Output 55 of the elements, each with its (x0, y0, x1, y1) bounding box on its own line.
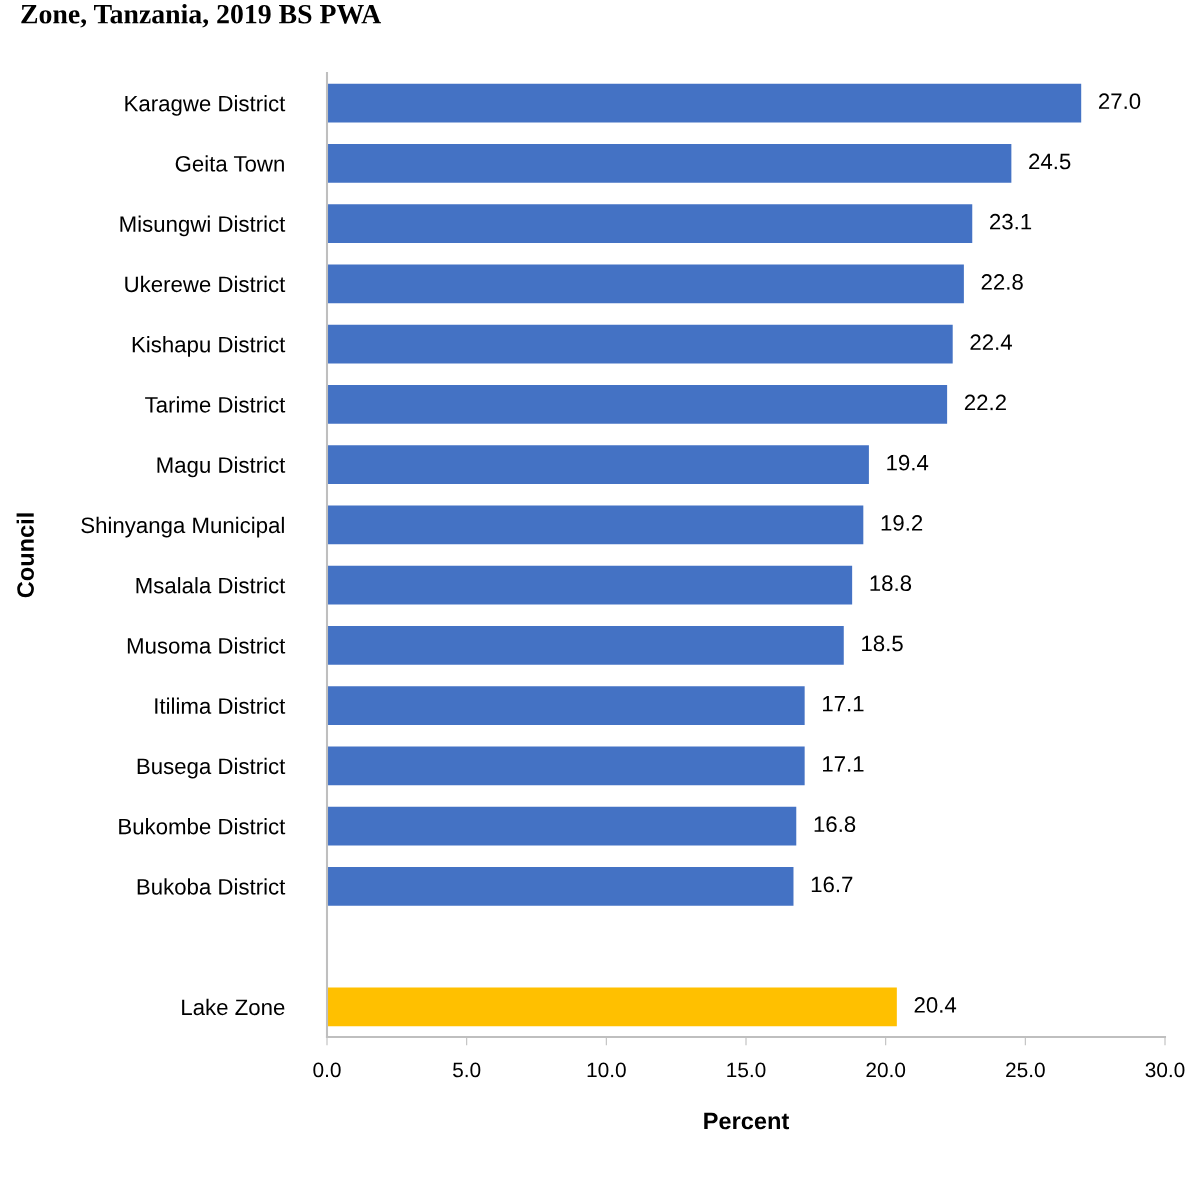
chart-title: Zone, Tanzania, 2019 BS PWA (21, 4, 382, 28)
bar (327, 867, 794, 906)
x-tick-label: 0.0 (313, 1062, 341, 1078)
bar (327, 264, 964, 304)
y-tick-label: Geita Town (175, 155, 284, 172)
data-label: 22.4 (970, 334, 1012, 350)
bar (327, 987, 897, 1027)
bar (327, 144, 1012, 183)
bar (327, 806, 797, 846)
x-tick-label: 15.0 (727, 1062, 766, 1078)
bar (327, 565, 853, 605)
bar (327, 686, 805, 725)
data-label: 17.1 (823, 696, 864, 712)
y-tick-label: Tarime District (145, 396, 286, 413)
bar (327, 445, 869, 484)
y-tick-label: Misungwi District (120, 215, 286, 237)
y-axis-title: Council (16, 513, 34, 598)
bar (327, 83, 1082, 123)
y-tick-label: Bukoba District (137, 878, 286, 895)
data-label: 16.8 (814, 816, 856, 833)
bar (327, 505, 864, 545)
data-label: 19.2 (881, 515, 923, 531)
bar (327, 204, 973, 243)
x-tick-label: 25.0 (1006, 1062, 1045, 1078)
x-tick-label: 30.0 (1145, 1062, 1185, 1078)
y-tick-label: Lake Zone (182, 998, 285, 1016)
bar (327, 626, 844, 665)
y-tick-label: Bukombe District (119, 818, 286, 835)
data-label: 18.5 (862, 635, 903, 652)
y-tick-label: Kishapu District (132, 336, 286, 357)
x-tick-label: 10.0 (587, 1062, 626, 1078)
x-tick-label: 5.0 (453, 1062, 481, 1078)
data-label: 17.1 (823, 756, 864, 772)
y-tick-label: Itilima District (155, 697, 286, 714)
data-label: 22.2 (964, 394, 1006, 411)
bar (327, 746, 805, 786)
data-label: 19.4 (887, 454, 929, 471)
data-label: 23.1 (990, 213, 1032, 230)
data-label: 24.5 (1029, 153, 1071, 170)
y-tick-label: Msalala District (136, 577, 286, 594)
bar (327, 324, 953, 364)
bar (327, 385, 948, 424)
x-axis-title: Percent (704, 1112, 790, 1130)
y-tick-label: Busega District (137, 757, 286, 779)
data-label: 27.0 (1098, 93, 1141, 110)
data-label: 16.7 (811, 876, 853, 893)
y-tick-label: Magu District (157, 456, 286, 478)
data-label: 20.4 (914, 997, 957, 1013)
data-label: 22.8 (981, 274, 1023, 290)
y-tick-label: Shinyanga Municipal (81, 516, 284, 538)
y-tick-label: Musoma District (127, 637, 286, 654)
data-label: 18.8 (870, 575, 912, 592)
x-tick-label: 20.0 (866, 1062, 906, 1078)
y-tick-label: Ukerewe District (125, 275, 286, 293)
y-tick-label: Karagwe District (125, 95, 286, 116)
